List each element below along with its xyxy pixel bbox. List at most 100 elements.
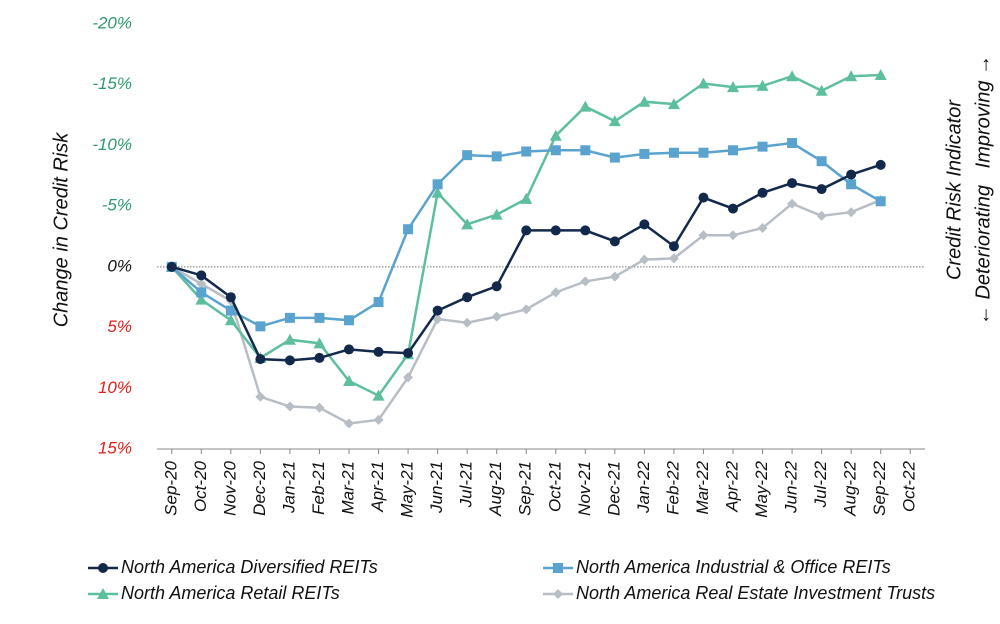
x-tick-label: May-22 [752, 460, 771, 517]
data-point [728, 203, 738, 214]
data-point [875, 196, 886, 207]
y-tick-label: 0% [107, 256, 132, 275]
y-tick-label: -10% [92, 135, 132, 154]
data-point [815, 84, 828, 96]
x-tick-label: Sep-22 [870, 460, 889, 515]
data-point [550, 287, 561, 298]
x-tick-label: Aug-21 [486, 461, 505, 517]
data-point [196, 287, 207, 298]
data-point [313, 337, 326, 349]
data-point [757, 223, 768, 233]
data-point [550, 145, 561, 156]
data-point [283, 333, 296, 345]
data-point [727, 81, 739, 93]
data-point [787, 138, 798, 148]
legend-marker [553, 589, 563, 599]
data-point [314, 312, 325, 323]
data-point [786, 70, 799, 82]
y-tick-label: -5% [102, 196, 132, 215]
data-point [373, 297, 384, 308]
data-point [491, 311, 502, 322]
x-tick-label: Nov-21 [575, 461, 594, 516]
data-point [698, 147, 709, 158]
data-point [608, 115, 621, 127]
x-tick-label: Apr-21 [368, 461, 387, 513]
x-tick-label: Oct-22 [900, 460, 919, 512]
data-point [698, 230, 709, 241]
x-tick-label: Dec-20 [250, 460, 269, 515]
x-tick-label: Sep-20 [161, 460, 180, 515]
y2-axis-sublabel: ← Deteriorating Improving → [972, 55, 994, 325]
data-point [225, 305, 236, 316]
data-point [255, 391, 266, 402]
data-point [668, 241, 679, 252]
data-point [787, 198, 798, 209]
data-point [196, 278, 207, 289]
data-point [846, 179, 857, 190]
data-point [667, 98, 680, 110]
x-tick-label: Sep-21 [516, 461, 535, 516]
data-point [373, 346, 384, 357]
data-point [846, 207, 857, 218]
data-point [520, 192, 533, 204]
x-tick-label: Jun-21 [427, 461, 446, 514]
y-tick-label: -15% [92, 74, 132, 93]
x-tick-label: Jul-21 [457, 461, 476, 508]
legend-marker [97, 588, 109, 599]
data-point [224, 314, 237, 326]
data-point [845, 70, 858, 82]
data-point [550, 225, 561, 236]
x-tick-label: Apr-22 [722, 460, 741, 512]
data-point [609, 152, 620, 163]
data-point [668, 147, 679, 158]
data-point [195, 293, 208, 305]
data-point [462, 150, 473, 161]
data-point [668, 253, 679, 264]
data-point [698, 192, 709, 203]
data-point [638, 95, 651, 107]
data-point [639, 219, 650, 230]
y-tick-label: 15% [98, 438, 132, 457]
data-point [373, 414, 384, 425]
data-point [284, 401, 295, 412]
data-point [549, 129, 562, 141]
data-point [255, 321, 266, 332]
x-tick-label: Jul-22 [811, 460, 830, 508]
x-tick-label: Jan-21 [279, 461, 298, 514]
data-point [816, 184, 827, 195]
data-point [372, 389, 385, 401]
data-point [344, 344, 354, 355]
data-point [314, 402, 325, 413]
data-point [816, 210, 827, 221]
x-tick-label: Mar-22 [693, 460, 712, 514]
legend-label: North America Diversified REITs [121, 557, 378, 577]
x-tick-label: Jun-22 [782, 460, 801, 514]
data-point [579, 100, 592, 112]
data-point [757, 141, 768, 152]
x-tick-label: Aug-22 [841, 460, 860, 516]
x-tick-label: Oct-20 [191, 460, 210, 512]
data-point [521, 304, 532, 315]
data-point [491, 151, 502, 162]
data-point [816, 156, 827, 167]
y-tick-label: 10% [98, 378, 132, 397]
data-point [461, 218, 474, 230]
data-point [431, 186, 444, 198]
x-tick-label: Mar-21 [338, 461, 357, 515]
data-point [403, 348, 414, 359]
data-point [344, 418, 354, 429]
data-point [166, 261, 177, 272]
data-point [580, 145, 591, 156]
legend-label: North America Retail REITs [121, 583, 340, 603]
data-point [343, 375, 355, 386]
data-point [432, 314, 443, 325]
x-tick-label: Feb-22 [663, 460, 682, 514]
legend-label: North America Industrial & Office REITs [576, 557, 891, 577]
data-point [284, 355, 295, 366]
data-point [491, 281, 502, 292]
y2-axis-label: Credit Risk Indicator [943, 99, 965, 280]
data-point [225, 292, 236, 303]
y-tick-label: 5% [107, 317, 132, 336]
data-point [787, 178, 798, 189]
data-point [432, 179, 443, 190]
